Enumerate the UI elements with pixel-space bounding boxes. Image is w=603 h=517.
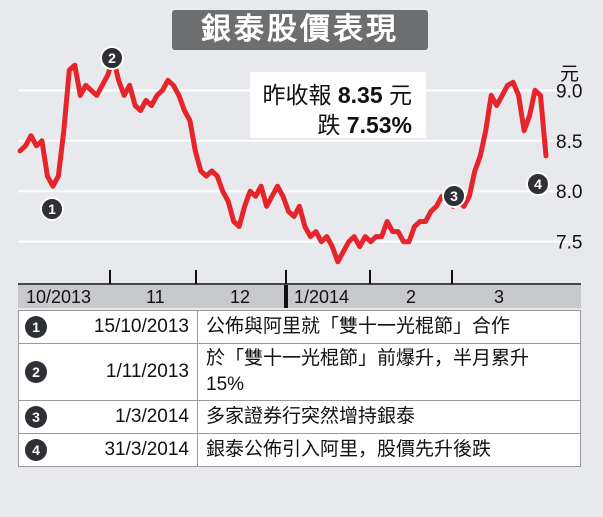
x-tick-label: 3 [494,287,505,307]
event-marker-label: 1 [48,201,56,217]
y-axis: 7.5 8.0 8.5 9.0元 [556,63,582,254]
y-tick-label: 8.0 [556,182,582,203]
event-row: 3 1/3/2014 多家證券行突然增持銀泰 [18,400,581,434]
x-tick-label: 10/2013 [26,287,92,307]
x-tick-label: 12 [230,287,251,307]
event-marker: 4 [526,172,550,196]
event-date: 15/10/2013 [93,316,189,337]
year-separator [284,285,288,308]
events-table: 1 15/10/2013 公佈與阿里就「雙十一光棍節」合作 2 1/11/2013 … [18,310,581,467]
closing-price-value: 8.35 [337,82,383,108]
event-marker: 1 [40,197,64,221]
event-marker-label: 3 [450,188,458,204]
chart-title: 銀泰股價表現 [172,10,428,50]
event-row: 2 1/11/2013 於「雙十一光棍節」前爆升，半月累升 15% [18,343,581,401]
event-date: 1/11/2013 [105,361,189,382]
y-tick-label: 7.5 [556,233,582,254]
event-marker-circle [442,184,466,208]
event-markers: 1 2 3 4 [40,46,550,221]
chart-title-text: 銀泰股價表現 [201,12,399,47]
y-tick-label: 9.0 [556,81,582,102]
event-marker-circle [100,46,124,70]
event-marker-circle [40,197,64,221]
event-description: 多家證券行突然增持銀泰 [197,400,581,434]
price-change-value: 7.53% [346,112,412,138]
y-tick-label: 8.5 [556,132,582,153]
closing-price-box: 昨收報 8.35 元 跌 7.53% [250,72,426,138]
closing-price-prefix: 昨收報 [262,82,338,108]
x-axis-band: 10/2013 11 12 1/2014 2 3 [18,285,581,308]
closing-price-line: 昨收報 8.35 元 [262,76,412,110]
event-marker: 2 [100,46,124,70]
event-date-cell: 1 15/10/2013 [18,310,198,344]
event-marker: 3 [442,184,466,208]
closing-price-unit: 元 [389,82,412,108]
event-date: 1/3/2014 [115,406,189,427]
event-date-cell: 4 31/3/2014 [18,433,198,467]
event-marker-circle [526,172,550,196]
event-description: 於「雙十一光棍節」前爆升，半月累升 15% [197,343,581,401]
x-tick-label: 2 [406,287,417,307]
event-badge: 4 [25,439,47,461]
event-date-cell: 3 1/3/2014 [18,400,198,434]
event-row: 4 31/3/2014 銀泰公佈引入阿里，股價先升後跌 [18,433,581,467]
event-badge: 3 [25,406,47,428]
event-date: 31/3/2014 [104,439,189,460]
event-marker-label: 4 [534,176,542,192]
price-change-line: 跌 7.53% [317,106,412,140]
price-change-prefix: 跌 [317,112,347,138]
event-description: 公佈與阿里就「雙十一光棍節」合作 [197,310,581,344]
x-tick-label: 1/2014 [294,287,350,307]
event-badge: 2 [25,361,47,383]
y-axis-unit: 元 [560,63,579,85]
event-row: 1 15/10/2013 公佈與阿里就「雙十一光棍節」合作 [18,310,581,344]
event-marker-label: 2 [108,50,116,66]
event-badge: 1 [25,316,47,338]
event-date-cell: 2 1/11/2013 [18,343,198,401]
x-tick-label: 11 [146,287,165,307]
event-description: 銀泰公佈引入阿里，股價先升後跌 [197,433,581,467]
